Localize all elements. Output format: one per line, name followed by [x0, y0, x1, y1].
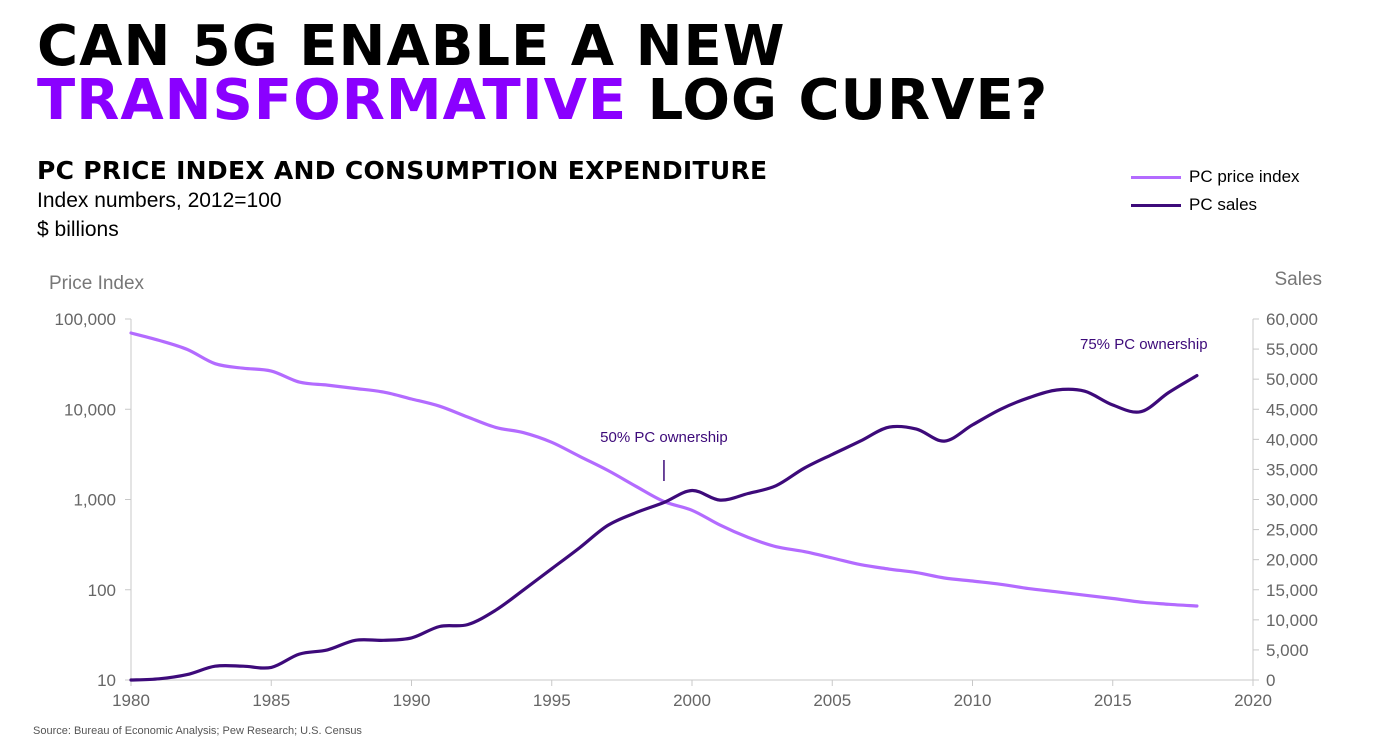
x-tick-label: 1980	[112, 691, 150, 710]
legend-label-sales: PC sales	[1189, 195, 1258, 214]
legend-label-price: PC price index	[1189, 167, 1300, 186]
y-axis-right-title: Sales	[1274, 269, 1322, 290]
source-note: Source: Bureau of Economic Analysis; Pew…	[33, 725, 362, 737]
annotation-75-pc-ownership: 75% PC ownership	[1080, 336, 1208, 353]
y-right-tick-label: 35,000	[1266, 460, 1318, 479]
annotation-50-pc-ownership: 50% PC ownership	[600, 429, 728, 446]
y-right-tick-label: 50,000	[1266, 370, 1318, 389]
y-left-tick-label: 10	[97, 671, 116, 690]
chart-subtitle: PC PRICE INDEX AND CONSUMPTION EXPENDITU…	[37, 156, 768, 185]
legend-item-sales: PC sales	[1131, 191, 1300, 219]
legend-item-price: PC price index	[1131, 163, 1300, 191]
y-right-tick-label: 60,000	[1266, 310, 1318, 329]
headline-line-1: CAN 5G ENABLE A NEW	[37, 14, 786, 79]
legend-swatch-price	[1131, 175, 1181, 179]
y-right-tick-label: 0	[1266, 671, 1275, 690]
y-left-tick-label: 1,000	[73, 491, 116, 510]
y-left-tick-label: 100	[88, 581, 116, 600]
x-tick-label: 2020	[1234, 691, 1272, 710]
units-index: Index numbers, 2012=100	[37, 189, 282, 212]
units-billions: $ billions	[37, 218, 119, 241]
y-left-tick-label: 100,000	[55, 310, 116, 329]
y-left-tick-label: 10,000	[64, 400, 116, 419]
y-right-tick-label: 20,000	[1266, 551, 1318, 570]
y-right-tick-label: 45,000	[1266, 400, 1318, 419]
headline-accent-word: TRANSFORMATIVE	[37, 68, 628, 133]
y-right-tick-label: 10,000	[1266, 611, 1318, 630]
legend-swatch-sales	[1131, 203, 1181, 207]
chart-legend: PC price index PC sales	[1131, 163, 1300, 219]
x-tick-label: 1990	[393, 691, 431, 710]
x-tick-label: 1985	[252, 691, 290, 710]
x-tick-label: 1995	[533, 691, 571, 710]
y-axis-left-title: Price Index	[49, 273, 145, 294]
x-tick-label: 2005	[813, 691, 851, 710]
x-tick-label: 2010	[954, 691, 992, 710]
series-layer	[129, 331, 1199, 682]
x-tick-label: 2015	[1094, 691, 1132, 710]
x-tick-label: 2000	[673, 691, 711, 710]
y-right-tick-label: 55,000	[1266, 340, 1318, 359]
y-right-tick-label: 25,000	[1266, 521, 1318, 540]
y-right-tick-label: 15,000	[1266, 581, 1318, 600]
y-right-tick-label: 40,000	[1266, 430, 1318, 449]
headline-line-2-rest: LOG CURVE?	[627, 68, 1049, 133]
headline: CAN 5G ENABLE A NEW TRANSFORMATIVE LOG C…	[37, 14, 1048, 129]
series-line-pc-sales	[129, 374, 1199, 682]
y-right-tick-label: 5,000	[1266, 641, 1309, 660]
headline-line-2: TRANSFORMATIVE LOG CURVE?	[37, 73, 1048, 129]
axes-layer: Price Index Sales 10 100 1,000 10,000 100,000 0…	[49, 269, 1322, 710]
y-right-tick-label: 30,000	[1266, 491, 1318, 510]
annotation-layer: 50% PC ownership 75% PC ownership	[600, 336, 1208, 481]
